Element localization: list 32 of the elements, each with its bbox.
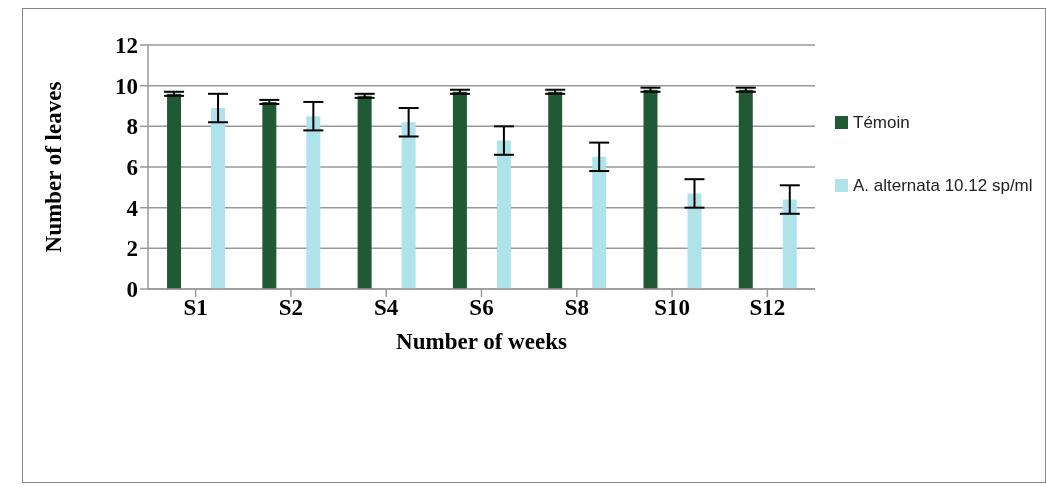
- bar: [592, 156, 607, 289]
- bar: [687, 193, 702, 289]
- bar: [643, 89, 658, 289]
- x-tick-label: S10: [654, 295, 690, 321]
- y-tick-label: 4: [126, 195, 139, 221]
- bar: [357, 95, 372, 289]
- bar: [167, 93, 182, 289]
- y-tick-label: 2: [126, 236, 138, 262]
- y-axis-title: Number of leaves: [41, 81, 67, 253]
- x-tick-label: S12: [749, 295, 786, 321]
- x-tick-label: S6: [469, 295, 494, 321]
- bar: [401, 122, 416, 289]
- bar: [306, 116, 321, 289]
- x-axis-title: Number of weeks: [396, 329, 567, 354]
- x-tick-label: S1: [183, 295, 208, 321]
- x-tick-label: S8: [564, 295, 589, 321]
- bar: [548, 91, 563, 289]
- x-tick-label: S2: [278, 295, 304, 321]
- bar: [262, 101, 277, 289]
- y-tick-label: 6: [126, 155, 138, 181]
- bar: [496, 140, 511, 289]
- legend-label: Témoin: [853, 112, 910, 134]
- bar: [738, 89, 753, 289]
- y-tick-label: 8: [126, 114, 138, 140]
- bar: [452, 91, 467, 289]
- bar: [211, 108, 226, 289]
- legend-label: A. alternata 10.12 sp/ml: [853, 175, 1033, 197]
- y-tick-label: 0: [126, 277, 138, 303]
- x-tick-label: S4: [374, 295, 399, 321]
- y-tick-label: 12: [115, 33, 138, 59]
- bar: [782, 199, 797, 289]
- y-tick-label: 10: [115, 73, 138, 99]
